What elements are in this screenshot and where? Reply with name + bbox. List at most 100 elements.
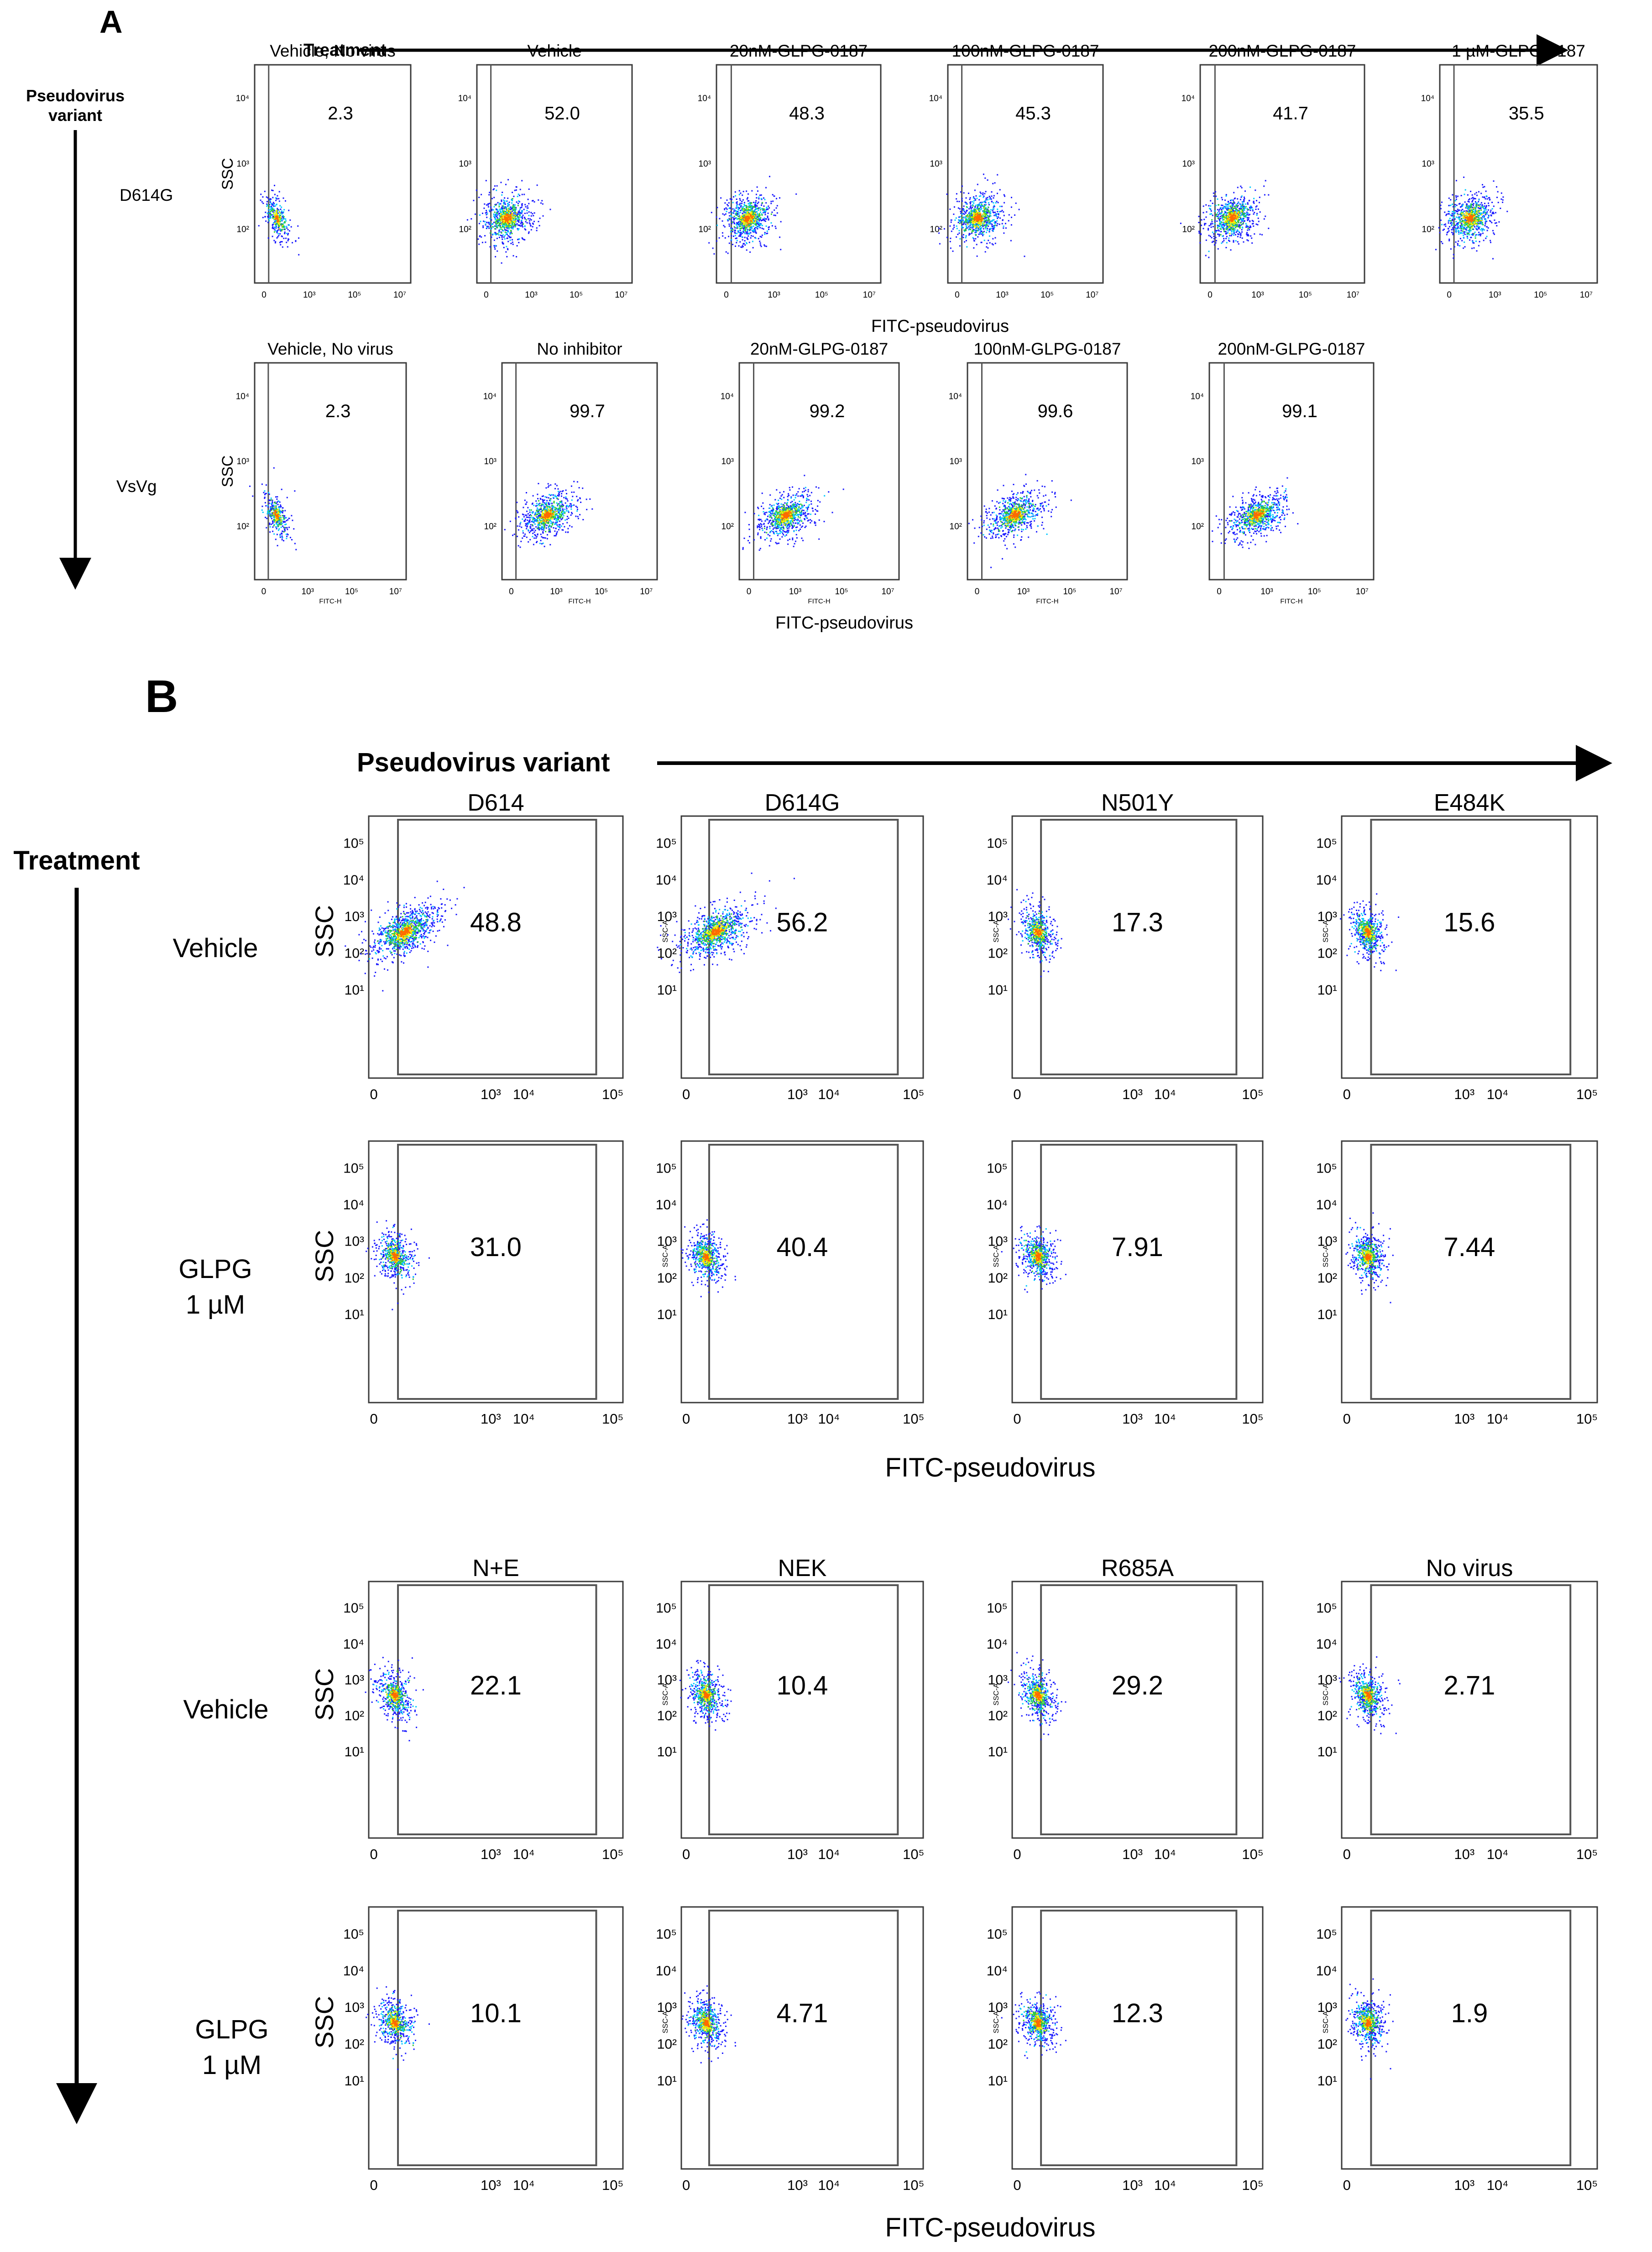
y-tick-label: 10² (1317, 946, 1337, 961)
y-tick-label: 10⁵ (656, 1161, 677, 1176)
panel-b-treatment-dose-glpg-g1: 1 µM (186, 1290, 245, 1320)
y-tick-label: 10² (657, 1708, 677, 1723)
y-axis-small-label: SSC-A (1322, 1683, 1330, 1706)
x-tick-label: 10⁷ (1347, 290, 1359, 300)
density-layer (261, 490, 288, 539)
percent-value: 7.91 (1112, 1232, 1163, 1262)
x-tick-label: 10⁴ (513, 1846, 535, 1862)
y-tick-label: 10³ (345, 1673, 364, 1688)
y-tick-label: 10¹ (657, 983, 677, 998)
y-axis-label: SSC (219, 158, 236, 190)
gate-box (708, 1144, 899, 1400)
panel-a-x-axis-label-row1: FITC-pseudovirus (871, 317, 1009, 336)
density-layer (1350, 912, 1386, 955)
panel-b-plot: No virus 2.71 10⁵ 10⁴ 10³ 10² 10¹ 0 10³ 10⁴ 10⁵ SSC… (1316, 1555, 1598, 1862)
density-layer (1364, 1689, 1372, 1701)
x-tick-label: 0 (1013, 1411, 1021, 1427)
y-tick-label: 10⁵ (1316, 1601, 1337, 1616)
plot-frame (368, 1906, 624, 2170)
panel-a-plot: Vehicle 52.0 10⁴ 10³ 10² 0 10³ 10⁵ 10⁷ (458, 42, 633, 300)
gate-box (397, 1584, 597, 1835)
panel-a-letter: A (99, 4, 123, 40)
percent-value: 29.2 (1112, 1671, 1163, 1700)
x-axis-small-label: FITC-H (319, 597, 341, 605)
y-tick-label: 10⁴ (343, 1964, 364, 1979)
percent-value: 56.2 (777, 908, 828, 937)
gate-box (1370, 1584, 1572, 1835)
density-cloud (258, 184, 300, 256)
gate-box (1370, 1910, 1572, 2166)
panel-a-x-axis-label-row2: FITC-pseudovirus (775, 613, 913, 633)
panel-b-treatment-label-glpg-g2: GLPG (195, 2015, 268, 2044)
plot-title: 100nM-GLPG-0187 (952, 42, 1099, 60)
y-tick-label: 10⁴ (1191, 392, 1204, 401)
y-tick-label: 10³ (1317, 909, 1337, 924)
y-tick-label: 10⁴ (656, 1637, 677, 1652)
plot-title: No inhibitor (537, 340, 622, 358)
x-tick-label: 0 (682, 1411, 690, 1427)
x-tick-label: 10³ (1122, 2177, 1143, 2193)
x-tick-label: 10⁵ (1299, 290, 1312, 300)
x-tick-label: 10⁵ (1308, 587, 1321, 597)
y-axis-label: SSC (219, 456, 236, 487)
x-tick-label: 10³ (481, 2177, 501, 2193)
x-tick-label: 10⁷ (1109, 587, 1122, 597)
y-tick-label: 10² (1317, 1271, 1337, 1286)
density-cloud (366, 1986, 430, 2070)
density-layer (1008, 1652, 1066, 1740)
x-tick-label: 10³ (1260, 587, 1273, 597)
panel-b-plot: 7.91 10⁵ 10⁴ 10³ 10² 10¹ 0 10³ 10⁴ 10⁵ SSC-A (987, 1140, 1264, 1427)
plot-frame (1011, 1581, 1264, 1839)
y-tick-label: 10⁴ (987, 873, 1008, 888)
panel-b-plot: 4.71 10⁵ 10⁴ 10³ 10² 10¹ 0 10³ 10⁴ 10⁵ SSC-A (656, 1906, 924, 2193)
y-tick-label: 10¹ (988, 1307, 1008, 1322)
panel-a-row-label-d614g: D614G (120, 186, 173, 204)
density-layer (708, 176, 797, 255)
panel-a-plot: 200nM-GLPG-0187 99.1 10⁴ 10³ 10² 0 10³ 10⁵ 10⁷ FI… (1191, 340, 1375, 605)
density-cloud (366, 1220, 430, 1310)
x-tick-label: 10³ (1454, 2177, 1474, 2193)
y-tick-label: 10⁴ (1316, 1964, 1337, 1979)
density-layer (540, 509, 554, 522)
x-tick-label: 0 (1208, 290, 1213, 300)
x-tick-label: 10³ (481, 1411, 501, 1427)
y-tick-label: 10⁴ (236, 94, 249, 104)
x-tick-label: 10⁷ (615, 290, 627, 300)
flow-cytometry-plots: Vehicle, No virus 2.3 10⁴ 10³ 10² 0 10³ 10⁵ 10⁷ S… (219, 42, 1598, 2193)
x-tick-label: 10³ (789, 587, 801, 597)
density-layer (266, 197, 290, 235)
density-cloud (708, 176, 797, 255)
density-layer (1008, 510, 1021, 520)
percent-value: 10.1 (470, 1999, 522, 2028)
percent-value: 45.3 (1015, 104, 1051, 124)
y-tick-label: 10³ (459, 159, 471, 169)
x-tick-label: 10⁷ (881, 587, 894, 597)
density-cloud (1345, 1212, 1394, 1304)
y-tick-label: 10³ (1182, 159, 1195, 169)
density-layer (742, 213, 754, 227)
plot-frame (738, 362, 900, 581)
x-tick-label: 10⁴ (818, 1086, 840, 1102)
x-tick-label: 0 (1343, 1846, 1351, 1862)
y-tick-label: 10² (345, 1708, 364, 1723)
x-tick-label: 10⁴ (1154, 1411, 1176, 1427)
y-axis-small-label: SSC-A (993, 1683, 1000, 1706)
x-tick-label: 0 (1343, 1411, 1351, 1427)
plot-title: Vehicle, No virus (267, 340, 393, 358)
x-tick-label: 10⁴ (818, 2177, 840, 2193)
x-tick-label: 0 (370, 2177, 378, 2193)
plot-title: 200nM-GLPG-0187 (1218, 340, 1365, 358)
y-tick-label: 10³ (657, 1673, 677, 1688)
panel-b-plot: NEK 10.4 10⁵ 10⁴ 10³ 10² 10¹ 0 10³ 10⁴ 10⁵ SSC-A (656, 1555, 925, 1862)
y-tick-label: 10⁴ (343, 873, 364, 888)
gate-box (397, 1910, 597, 2166)
density-cloud (742, 475, 844, 551)
x-tick-label: 10⁷ (1086, 290, 1098, 300)
y-axis-small-label: SSC-A (1322, 920, 1330, 943)
y-tick-label: 10⁴ (987, 1637, 1008, 1652)
x-tick-label: 10⁴ (513, 2177, 535, 2193)
panel-a-plot: 20nM-GLPG-0187 99.2 10⁴ 10³ 10² 0 10³ 10⁵ 10⁷ FIT… (721, 340, 900, 605)
plot-frame (947, 64, 1104, 284)
plot-frame (680, 1581, 924, 1839)
y-tick-label: 10⁵ (1316, 1927, 1337, 1942)
